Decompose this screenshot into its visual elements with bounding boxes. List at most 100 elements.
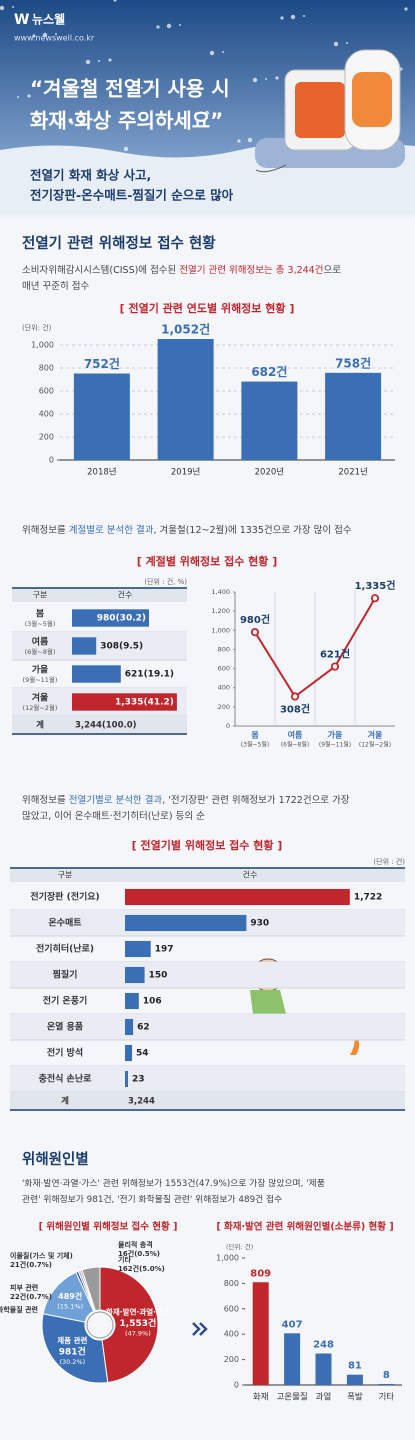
x-tick-label: 폭발	[347, 1392, 363, 1403]
snowflake	[141, 87, 143, 89]
y-tick-label: 0	[226, 722, 230, 730]
slice-percent: (30.2%)	[59, 1358, 85, 1366]
snowflake	[113, 0, 117, 2]
paragraph-line: 많았고, 이어 온수매트·전기히터(난로) 등의 순	[22, 810, 205, 822]
snowflake	[184, 114, 186, 116]
bar	[125, 966, 145, 984]
category-note: (12월~2월)	[23, 703, 58, 712]
category-label: 전기 방석	[47, 1047, 83, 1059]
total-value: 3,244	[128, 1097, 155, 1107]
y-tick-label: 200	[218, 703, 230, 711]
snowflake	[32, 34, 36, 38]
y-tick-label: 1,400	[211, 588, 230, 596]
snowflake	[179, 24, 181, 26]
value-label: 23	[132, 1075, 145, 1085]
arrow-icon	[192, 1322, 208, 1336]
text-run: 위해정보를	[22, 794, 69, 806]
snowflake	[80, 119, 86, 125]
slice-figures: 162건(5.0%)	[118, 1264, 165, 1273]
snowflake	[128, 86, 134, 92]
text-run: 관련' 위해정보가 981건, '전기 화학물질 관련' 위해정보가 489건 …	[22, 1193, 282, 1205]
value-label: 81	[348, 1361, 362, 1372]
snowflake	[17, 96, 19, 98]
paragraph-line: 위해정보를 계절별로 분석한 결과, 겨울철(12~2월)에 1335건으로 가…	[22, 524, 352, 536]
text-run: 소비자위해감시시스템(CISS)에 접수된	[22, 264, 179, 276]
bar	[73, 373, 130, 460]
slice-name: 화재·발연·과열·가스	[106, 1306, 170, 1316]
snowflake	[98, 60, 100, 62]
snowflake	[156, 25, 160, 29]
total-row	[12, 716, 187, 734]
bar	[241, 381, 298, 460]
bar	[72, 665, 121, 683]
x-tick-label: 2019년	[171, 467, 200, 478]
category-label: 전기 온풍기	[43, 995, 88, 1007]
value-label: 308(9.5)	[100, 642, 143, 652]
category-label: 충전식 손난로	[39, 1073, 93, 1085]
bar	[125, 1044, 133, 1062]
bar	[325, 372, 382, 460]
bar	[252, 1282, 269, 1385]
text-run: 으로	[323, 265, 341, 276]
x-tick-label: 2018년	[87, 467, 116, 478]
x-tick-note: (12월~2월)	[359, 741, 391, 749]
total-row	[10, 1092, 405, 1110]
subtitle-line: 전기장판-온수매트-찜질기 순으로 많아	[30, 188, 234, 203]
y-tick-label: 1,000	[216, 1254, 239, 1263]
y-tick-label: 400	[39, 410, 54, 419]
pie-slice	[99, 1266, 159, 1384]
slice-value: 489건	[58, 1291, 82, 1301]
value-label: 980건	[240, 613, 270, 626]
highlight: 계절별로 분석한 결과	[69, 524, 154, 536]
x-tick-note: (9월~11월)	[319, 741, 351, 749]
y-tick-label: 1,000	[31, 341, 54, 350]
x-tick-note: (3월~5월)	[241, 741, 269, 749]
snowflake	[303, 15, 305, 17]
slice-figures: 22건(0.7%)	[10, 1292, 52, 1301]
heater-illustration	[255, 49, 405, 173]
point	[330, 662, 340, 671]
paragraph-line: 관련' 위해정보가 981건, '전기 화학물질 관련' 위해정보가 489건 …	[22, 1193, 282, 1205]
y-tick-label: 400	[218, 684, 230, 692]
slice-name: 이물질(가스 및 기체)	[10, 1251, 73, 1260]
paragraph-line: 소비자위해감시시스템(CISS)에 접수된 전열기 관련 위해정보는 총 3,2…	[22, 264, 341, 276]
value-label: 1,335건	[355, 579, 396, 592]
text-run: '화재·발연·과열·가스' 관련 위해정보가 1553건(47.9%)으로 가장…	[22, 1177, 325, 1189]
bar	[72, 637, 97, 655]
total-label: 계	[36, 720, 44, 731]
category-label: 겨울	[32, 692, 49, 704]
slice-name: 전기 및 화학물질 관련	[0, 1305, 38, 1314]
y-tick-label: 0	[234, 1381, 239, 1390]
bar	[346, 1374, 363, 1385]
bar	[125, 888, 350, 906]
bar	[125, 1018, 134, 1036]
x-tick-label: 2020년	[255, 467, 284, 478]
snowflake	[265, 78, 267, 80]
slice-value: 1,553건	[120, 1317, 157, 1329]
slice-figures: 16건(0.5%)	[118, 1249, 160, 1258]
snowflake	[280, 16, 284, 20]
snowflake	[108, 58, 112, 62]
y-tick-label: 200	[39, 433, 54, 442]
snowflake	[42, 32, 48, 38]
slice-value: 22건	[10, 1292, 26, 1301]
table-header-cell: 건수	[243, 870, 258, 880]
snowflake	[0, 5, 5, 11]
category-label: 전기장판 (전기요)	[30, 891, 99, 903]
x-tick-label: 과열	[316, 1393, 332, 1403]
bar	[378, 1383, 395, 1385]
x-tick-label: 화재	[253, 1393, 269, 1403]
snowflake	[404, 7, 408, 11]
subtitle-line: 전열기 화재 화상 사고,	[30, 168, 151, 183]
snowflake	[204, 110, 210, 116]
y-tick-label: 600	[218, 665, 230, 673]
total-label: 계	[61, 1096, 69, 1107]
text-run: 매년 꾸준히 접수	[22, 280, 89, 292]
slice-name: 물리적 충격	[118, 1240, 153, 1249]
snowflake	[85, 59, 91, 65]
snowflake	[60, 123, 62, 125]
category-label: 온열 용품	[47, 1021, 83, 1033]
x-tick-note: (6월~8월)	[281, 741, 309, 749]
y-tick-label: 600	[39, 387, 54, 396]
category-label: 가을	[32, 664, 49, 676]
